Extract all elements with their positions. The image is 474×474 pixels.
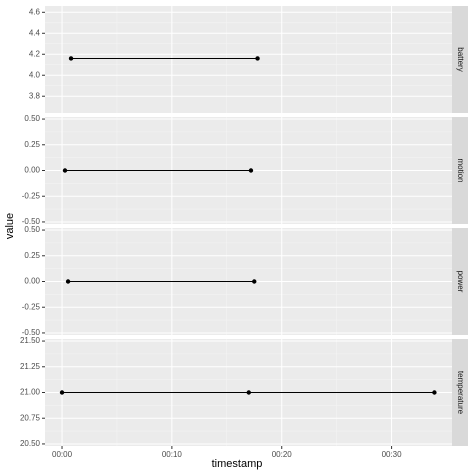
y-tick-label: -0.25 xyxy=(22,191,41,200)
y-tick-label: 4.6 xyxy=(29,7,41,16)
point xyxy=(59,390,65,395)
point xyxy=(255,56,260,61)
y-tick-label: -0.50 xyxy=(22,328,41,337)
y-tick-label: 20.50 xyxy=(20,439,41,448)
strip-background xyxy=(452,228,468,335)
y-tick-label: 3.8 xyxy=(29,91,41,100)
strip-label: battery xyxy=(456,47,465,71)
y-tick-label: 4.2 xyxy=(29,49,41,58)
y-tick-label: 20.75 xyxy=(20,413,41,422)
y-tick-label: -0.25 xyxy=(22,302,41,311)
y-tick-label: 0.50 xyxy=(24,114,40,123)
y-tick-label: 0.00 xyxy=(24,277,40,286)
y-tick-label: 0.50 xyxy=(24,225,40,234)
point xyxy=(68,56,74,61)
panel-background xyxy=(45,6,452,113)
y-tick-label: 0.25 xyxy=(24,251,40,260)
y-tick-label: 0.25 xyxy=(24,140,40,149)
y-tick-label: -0.50 xyxy=(22,217,41,226)
point xyxy=(62,168,68,173)
y-tick-label: 4.0 xyxy=(29,70,41,79)
strip-background xyxy=(452,339,468,446)
y-tick-label: 0.00 xyxy=(24,166,40,175)
y-tick-label: 4.4 xyxy=(29,28,41,37)
x-tick-label: 00:10 xyxy=(162,450,183,459)
point xyxy=(248,168,254,173)
y-tick-label: 21.00 xyxy=(20,388,41,397)
strip-label: temperature xyxy=(456,371,465,415)
x-tick-label: 00:20 xyxy=(272,450,293,459)
point xyxy=(432,390,437,395)
strip-background xyxy=(452,6,468,113)
y-axis-title: value xyxy=(4,213,16,239)
x-axis-title: timestamp xyxy=(212,458,263,470)
point xyxy=(252,279,257,284)
strip-label: power xyxy=(456,271,465,293)
x-tick-label: 00:00 xyxy=(52,450,73,459)
point xyxy=(65,279,71,284)
point xyxy=(246,390,251,395)
y-tick-label: 21.25 xyxy=(20,362,41,371)
strip-background xyxy=(452,117,468,224)
strip-label: motion xyxy=(456,158,465,182)
x-tick-label: 00:30 xyxy=(382,450,403,459)
y-tick-label: 21.50 xyxy=(20,336,41,345)
